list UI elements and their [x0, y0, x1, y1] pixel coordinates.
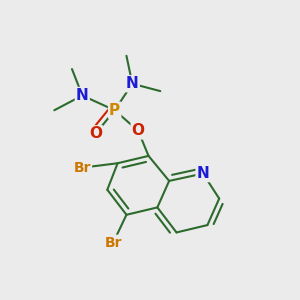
- Text: N: N: [196, 166, 209, 181]
- Text: O: O: [89, 126, 102, 141]
- Text: Br: Br: [74, 161, 91, 175]
- Text: Br: Br: [104, 236, 122, 250]
- Text: P: P: [109, 103, 120, 118]
- Text: O: O: [132, 123, 145, 138]
- Text: N: N: [126, 76, 139, 91]
- Text: N: N: [76, 88, 89, 103]
